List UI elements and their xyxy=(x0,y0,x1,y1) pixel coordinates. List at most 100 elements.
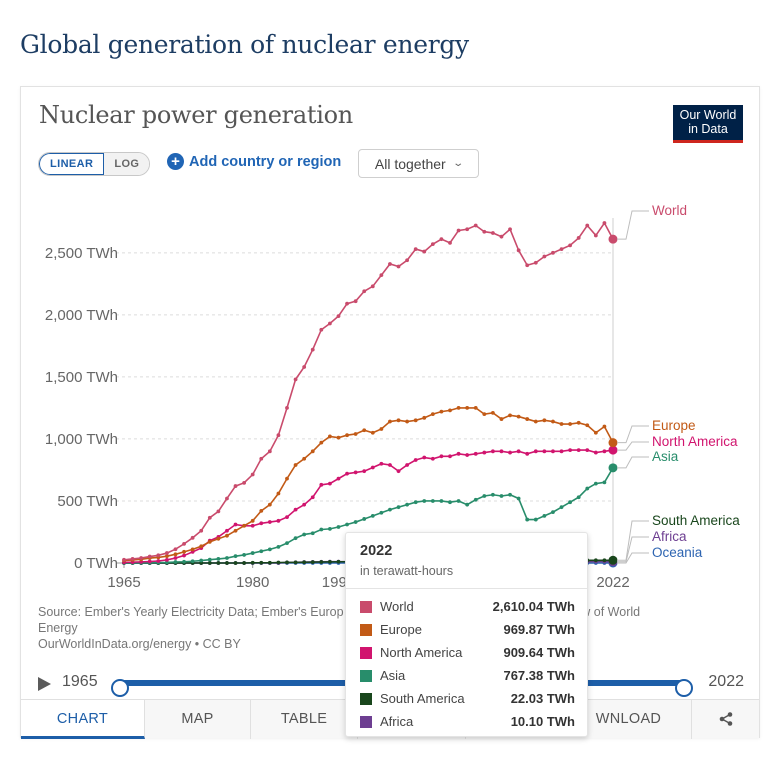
data-point xyxy=(242,480,247,485)
data-point xyxy=(276,491,281,496)
data-point xyxy=(602,221,607,225)
data-point xyxy=(456,499,461,503)
data-point xyxy=(250,518,255,523)
data-point xyxy=(508,450,512,455)
timeline-end-handle[interactable] xyxy=(675,679,693,697)
data-point xyxy=(542,254,547,259)
tab-chart[interactable]: CHART xyxy=(21,700,145,739)
data-point xyxy=(242,523,247,528)
data-point xyxy=(285,476,289,481)
page-title: Global generation of nuclear energy xyxy=(20,30,469,59)
scale-toggle: LINEAR LOG xyxy=(38,152,151,176)
data-point xyxy=(276,560,281,565)
data-point xyxy=(413,247,418,251)
data-point xyxy=(353,470,358,475)
data-point xyxy=(568,500,573,505)
label-connector xyxy=(617,536,649,563)
data-point xyxy=(173,556,178,560)
tooltip-series-name: World xyxy=(380,599,414,614)
data-point xyxy=(285,560,289,565)
tooltip-rows: World 2,610.04 TWh Europe 969.87 TWh North A… xyxy=(360,595,575,733)
data-point xyxy=(182,549,186,554)
add-country-button[interactable]: + Add country or region xyxy=(167,153,341,170)
data-point xyxy=(353,299,358,304)
data-point xyxy=(585,448,590,452)
tab-table[interactable]: TABLE xyxy=(251,700,358,739)
data-point xyxy=(225,556,229,560)
source-line-3[interactable]: OurWorldInData.org/energy • CC BY xyxy=(38,637,241,651)
data-point xyxy=(456,228,461,233)
data-point xyxy=(559,247,564,251)
timeline-start-year: 1965 xyxy=(62,673,98,690)
tab-download[interactable]: WNLOAD xyxy=(466,700,692,739)
data-point xyxy=(362,428,367,433)
data-point xyxy=(233,484,238,488)
plus-circle-icon: + xyxy=(167,153,184,170)
tooltip-series-name: Europe xyxy=(380,622,422,637)
tab-map[interactable]: MAP xyxy=(145,700,251,739)
data-point xyxy=(302,456,307,461)
data-point xyxy=(439,454,444,459)
data-point xyxy=(585,223,590,228)
data-point xyxy=(319,440,324,445)
data-point xyxy=(310,560,315,565)
data-point xyxy=(302,502,307,507)
data-point xyxy=(388,262,392,266)
data-point xyxy=(456,451,461,456)
data-point xyxy=(576,495,581,500)
data-point xyxy=(379,427,384,431)
data-point xyxy=(473,451,478,456)
data-point xyxy=(345,471,349,476)
data-point xyxy=(319,327,324,332)
data-point xyxy=(448,240,452,245)
end-point xyxy=(608,234,618,244)
share-button[interactable] xyxy=(692,700,759,739)
data-point xyxy=(405,502,410,507)
linear-scale-button[interactable]: LINEAR xyxy=(39,153,105,175)
timeline-end-year: 2022 xyxy=(708,673,744,690)
line-chart[interactable]: 0 TWh 500 TWh 1,000 TWh 1,500 TWh 2,000 TWh 2… xyxy=(21,87,759,607)
data-point xyxy=(525,417,530,421)
data-point xyxy=(139,556,144,560)
log-scale-button[interactable]: LOG xyxy=(104,153,150,175)
timeline-start-handle[interactable] xyxy=(111,679,129,697)
data-point xyxy=(285,406,289,410)
data-point xyxy=(542,418,547,423)
tooltip-row: Africa 10.10 TWh xyxy=(360,710,575,733)
data-point xyxy=(396,264,401,269)
data-point xyxy=(353,432,358,436)
data-point xyxy=(422,415,427,420)
data-point xyxy=(310,531,315,536)
data-point xyxy=(259,560,264,565)
data-point xyxy=(370,465,375,470)
data-point xyxy=(225,533,229,538)
y-tick-label: 500 TWh xyxy=(57,493,118,510)
data-point xyxy=(242,553,247,557)
data-point xyxy=(190,559,195,564)
owid-logo[interactable]: Our World in Data xyxy=(673,105,743,143)
data-point xyxy=(319,560,324,564)
tooltip-row: World 2,610.04 TWh xyxy=(360,595,575,618)
data-point xyxy=(164,557,169,562)
data-point xyxy=(379,273,384,278)
data-point xyxy=(542,513,547,518)
tooltip-unit: in terawatt-hours xyxy=(360,564,454,578)
data-point xyxy=(405,463,410,467)
data-point xyxy=(293,536,298,541)
data-point xyxy=(516,414,521,419)
data-point xyxy=(233,522,238,527)
data-point xyxy=(516,248,521,253)
data-point xyxy=(207,557,212,562)
data-point xyxy=(422,455,427,460)
data-point xyxy=(285,541,289,546)
data-point xyxy=(533,419,538,424)
data-point xyxy=(327,481,332,486)
facet-dropdown[interactable]: All together ⌄ xyxy=(358,149,479,178)
data-point xyxy=(302,365,307,369)
data-point xyxy=(576,448,581,452)
play-icon[interactable] xyxy=(38,677,51,691)
data-point xyxy=(216,557,221,561)
data-point xyxy=(173,560,178,564)
series-line-europe xyxy=(123,407,614,562)
data-point xyxy=(465,453,470,457)
